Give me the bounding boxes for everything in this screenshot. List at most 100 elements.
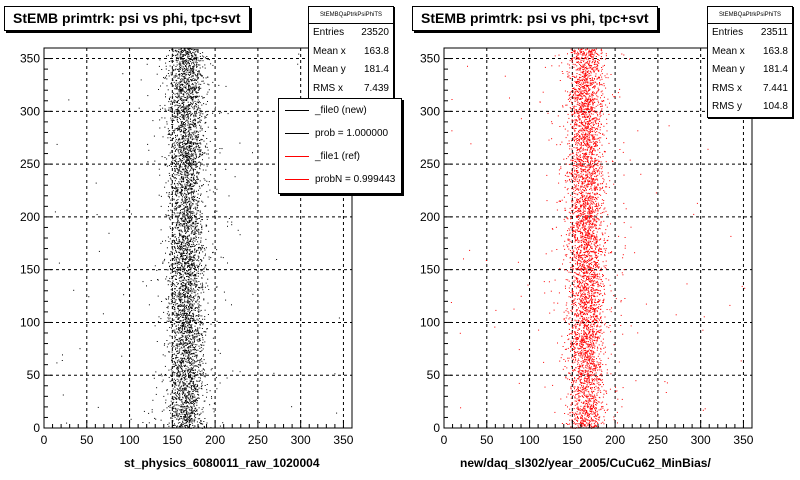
scatter-point bbox=[182, 319, 184, 321]
scatter-point bbox=[181, 285, 183, 287]
scatter-point bbox=[195, 167, 197, 168]
scatter-point bbox=[182, 396, 184, 398]
scatter-point bbox=[223, 291, 225, 293]
scatter-point bbox=[187, 235, 189, 237]
scatter-point bbox=[189, 335, 191, 337]
scatter-point bbox=[185, 166, 187, 168]
scatter-point bbox=[184, 85, 186, 87]
scatter-point bbox=[195, 209, 197, 210]
scatter-point bbox=[190, 148, 192, 150]
scatter-point bbox=[192, 368, 194, 370]
scatter-point bbox=[186, 421, 188, 423]
scatter-point bbox=[177, 295, 179, 297]
scatter-point bbox=[182, 281, 184, 283]
scatter-point bbox=[174, 117, 176, 119]
scatter-point bbox=[183, 405, 185, 407]
scatter-point bbox=[237, 229, 239, 231]
scatter-point bbox=[171, 292, 173, 294]
scatter-point bbox=[183, 201, 185, 203]
scatter-point bbox=[172, 116, 174, 118]
scatter-point bbox=[162, 107, 164, 109]
scatter-point bbox=[176, 376, 178, 377]
scatter-point bbox=[198, 387, 200, 389]
scatter-point bbox=[185, 340, 187, 341]
scatter-point bbox=[197, 172, 199, 174]
scatter-point bbox=[181, 54, 183, 56]
scatter-point bbox=[188, 153, 190, 155]
scatter-point bbox=[191, 368, 193, 370]
scatter-point bbox=[175, 191, 177, 193]
scatter-point bbox=[195, 320, 197, 322]
legend-label: _file0 (new) bbox=[315, 105, 367, 116]
scatter-point bbox=[194, 85, 196, 87]
scatter-point bbox=[205, 103, 207, 105]
scatter-point bbox=[188, 393, 190, 395]
scatter-point bbox=[187, 122, 189, 124]
scatter-point bbox=[176, 366, 178, 368]
scatter-point bbox=[195, 387, 196, 389]
scatter-point bbox=[189, 157, 191, 159]
scatter-point bbox=[196, 354, 198, 356]
scatter-point bbox=[188, 314, 190, 316]
scatter-point bbox=[190, 213, 191, 215]
scatter-point bbox=[173, 360, 175, 362]
scatter-point bbox=[180, 56, 182, 58]
scatter-point bbox=[193, 234, 195, 235]
scatter-point bbox=[176, 415, 178, 417]
scatter-point bbox=[179, 289, 181, 291]
scatter-point bbox=[177, 367, 178, 369]
scatter-point bbox=[174, 337, 176, 339]
scatter-point bbox=[193, 352, 195, 354]
scatter-point bbox=[188, 216, 190, 218]
scatter-point bbox=[201, 344, 203, 346]
scatter-point bbox=[178, 359, 180, 361]
scatter-point bbox=[178, 395, 180, 397]
scatter-point bbox=[174, 291, 176, 293]
scatter-point bbox=[204, 152, 206, 154]
scatter-point bbox=[200, 248, 202, 250]
scatter-point bbox=[184, 290, 186, 292]
scatter-point bbox=[181, 236, 183, 238]
scatter-point bbox=[182, 268, 184, 270]
scatter-point bbox=[176, 201, 178, 203]
scatter-point bbox=[188, 243, 190, 245]
scatter-point bbox=[123, 294, 125, 296]
scatter-point bbox=[181, 199, 183, 201]
scatter-point bbox=[188, 217, 190, 219]
scatter-point bbox=[196, 156, 198, 158]
scatter-point bbox=[172, 413, 174, 414]
scatter-point bbox=[169, 410, 171, 411]
scatter-point bbox=[165, 252, 166, 254]
scatter-point bbox=[191, 332, 192, 333]
scatter-point bbox=[173, 111, 175, 113]
scatter-point bbox=[188, 192, 190, 194]
scatter-point bbox=[171, 235, 173, 237]
scatter-point bbox=[197, 315, 199, 317]
scatter-point bbox=[193, 268, 195, 269]
scatter-point bbox=[183, 119, 185, 120]
scatter-point bbox=[208, 289, 210, 290]
scatter-point bbox=[201, 185, 203, 187]
scatter-point bbox=[187, 350, 189, 352]
scatter-point bbox=[192, 97, 194, 98]
scatter-point bbox=[174, 74, 176, 76]
scatter-point bbox=[180, 270, 182, 272]
scatter-point bbox=[186, 418, 188, 420]
scatter-point bbox=[177, 332, 179, 334]
scatter-point bbox=[178, 146, 180, 148]
scatter-point bbox=[194, 267, 196, 268]
scatter-point bbox=[197, 394, 199, 395]
scatter-point bbox=[180, 244, 182, 245]
scatter-point bbox=[177, 228, 179, 230]
scatter-point bbox=[188, 253, 190, 255]
scatter-point bbox=[181, 275, 183, 277]
scatter-point bbox=[174, 423, 175, 425]
scatter-point bbox=[184, 136, 186, 138]
scatter-point bbox=[176, 275, 177, 277]
scatter-point bbox=[193, 147, 195, 149]
scatter-point bbox=[191, 341, 193, 343]
scatter-point bbox=[185, 99, 186, 101]
scatter-point bbox=[185, 160, 186, 162]
scatter-point bbox=[180, 346, 182, 348]
scatter-point bbox=[188, 265, 189, 267]
